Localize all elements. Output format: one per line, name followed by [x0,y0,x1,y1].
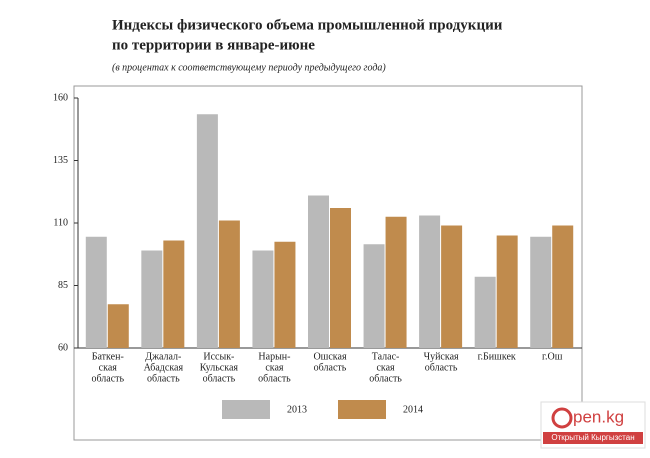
bar [141,250,163,348]
chart-frame [73,85,583,441]
x-tick-label: область [369,373,402,384]
x-tick-label: Баткен- [92,351,124,362]
x-tick-label: область [314,362,347,373]
watermark: pen.kg Открытый Кыргызстан [540,401,646,449]
x-tick-label: Абадская [144,362,184,373]
bar [107,304,129,348]
bar [552,225,574,348]
x-tick-label: Нарын- [258,351,290,362]
x-tick-label: область [258,373,291,384]
watermark-logo: pen.kg [573,407,624,426]
bar [308,195,329,348]
legend-swatch [222,400,270,419]
bar [196,114,218,348]
x-tick-label: ская [265,362,284,373]
x-tick-label: Иссык- [203,351,234,362]
y-tick-label: 110 [53,217,68,228]
watermark-caption: Открытый Кыргызстан [551,433,634,442]
bar [218,220,240,348]
chart-note: (в процентах к соответствующему периоду … [112,62,386,73]
x-tick-label: г.Бишкек [478,351,516,362]
legend-swatch [338,400,386,419]
x-tick-label: Чуйская [424,351,459,362]
x-tick-label: ская [376,362,395,373]
x-tick-label: область [425,362,458,373]
bar [441,225,463,348]
chart-subtitle: по территории в январе-июне [112,37,315,53]
chart-title: Индексы физического объема промышленной … [112,17,503,33]
bar [330,208,351,348]
x-tick-label: Кульская [200,362,239,373]
watermark-band [543,432,643,444]
y-tick-label: 160 [53,92,68,103]
bar [530,236,552,348]
x-tick-label: область [203,373,236,384]
bar [474,276,496,348]
x-tick-label: Джалал- [145,351,181,362]
bar [385,216,407,348]
y-tick-label: 85 [58,280,68,291]
bar [274,241,296,348]
bar [163,240,185,348]
x-tick-label: Талас- [372,351,400,362]
bar [363,244,385,348]
bar [85,236,107,348]
x-tick-label: Ошская [313,351,347,362]
y-tick-label: 135 [53,155,68,166]
x-tick-label: г.Ош [542,351,563,362]
y-tick-label: 60 [58,342,68,353]
bar [496,235,518,348]
x-tick-label: область [147,373,180,384]
legend-label: 2013 [287,404,307,415]
x-tick-label: область [91,373,124,384]
bar [419,215,441,348]
watermark-icon [551,407,573,429]
x-tick-label: ская [99,362,118,373]
bar [252,250,274,348]
legend-label: 2014 [403,404,423,415]
